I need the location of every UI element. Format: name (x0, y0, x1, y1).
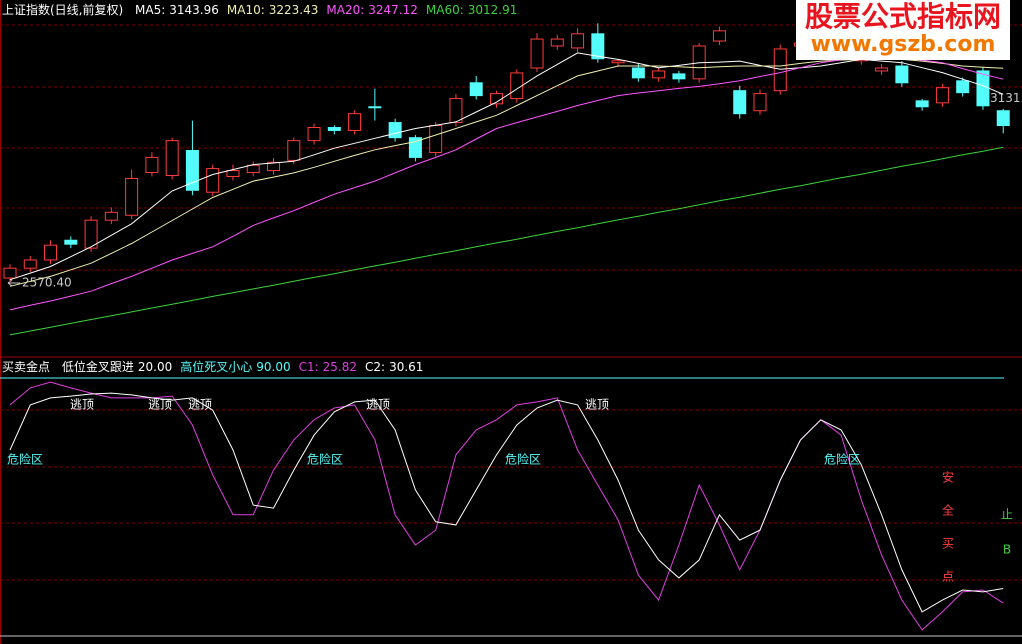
annotation: 逃顶 (585, 398, 609, 412)
annotation: 逃顶 (366, 398, 390, 412)
candle-body (3, 267, 17, 279)
candle-body (145, 156, 159, 174)
annotation: 逃顶 (70, 398, 94, 412)
annotation: 危险区 (505, 452, 541, 467)
top-header: 上证指数(日线,前复权) MA5: 3143.96 MA10: 3223.43 MA20… (2, 2, 525, 18)
candle-body (104, 211, 118, 221)
top-grid (0, 24, 1022, 271)
buy-signal-char: 全 (942, 503, 954, 518)
candle-body (469, 82, 483, 97)
annotation: 逃顶 (188, 398, 212, 412)
candle-body (327, 126, 341, 131)
candle-body (510, 72, 524, 100)
candle-body (226, 170, 240, 177)
candle-body (388, 122, 402, 139)
candle-body (712, 30, 726, 42)
buy-signal-char: 点 (942, 570, 954, 584)
annotation: 危险区 (7, 452, 43, 467)
candle-body (956, 80, 970, 94)
watermark-url: www.gszb.com (810, 32, 996, 57)
legend-name: C1: (298, 360, 319, 374)
candle-body (935, 87, 949, 104)
candle-body (125, 177, 139, 216)
ma-line (9, 52, 1004, 281)
legend-value: 3247.12 (368, 3, 418, 17)
candle-body (64, 239, 78, 245)
legend-name: MA10: (226, 3, 265, 17)
candle-body (449, 98, 463, 124)
candle-body (307, 126, 321, 142)
watermark: 股票公式指标网 www.gszb.com (796, 0, 1010, 60)
candle-body (672, 73, 686, 80)
bottom-header: 买卖金点 低位金叉跟进 20.00 高位死叉小心 90.00 C1: 25.82 C2: 30… (2, 359, 431, 375)
indicator-line (9, 381, 1004, 631)
candle-body (895, 65, 909, 84)
low-price-label: 2570.40 (22, 275, 72, 289)
param-name: 高位死叉小心 (180, 360, 253, 374)
candle-body (996, 110, 1010, 127)
bottom-grid (0, 409, 1022, 581)
candle-body (429, 125, 443, 153)
candle-body (976, 70, 990, 107)
candle-body (206, 168, 220, 193)
ma-line (9, 56, 1004, 311)
candle-body (591, 33, 605, 60)
buy-signal-char: 安 (942, 470, 954, 485)
candle-body (915, 100, 929, 108)
annotation: 危险区 (307, 452, 343, 467)
stop-signal-char: 止 (1001, 508, 1013, 522)
param-value: 90.00 (256, 360, 291, 374)
legend-value: 3223.43 (268, 3, 319, 17)
buy-signal-char: 买 (942, 537, 954, 551)
chart-title: 上证指数(日线,前复权) (2, 3, 124, 17)
candle-body (44, 244, 58, 261)
candles (3, 23, 1010, 282)
param-value: 20.00 (137, 360, 173, 374)
legend-value: 3143.96 (169, 3, 219, 17)
candle-body (753, 93, 767, 112)
candle-body (287, 140, 301, 161)
stop-signal-char: B (1003, 543, 1011, 557)
candle-body (652, 70, 666, 79)
legend-name: MA20: (326, 3, 365, 17)
candle-body (368, 106, 382, 109)
candle-body (23, 259, 37, 269)
candle-body (611, 60, 625, 64)
candle-body (84, 219, 98, 249)
annotation: 逃顶 (148, 398, 172, 412)
ma-line (9, 146, 1004, 336)
legend-value: 3012.91 (467, 3, 518, 17)
annotation: 危险区 (824, 452, 860, 467)
candle-body (550, 38, 564, 47)
indicator-line (9, 392, 1004, 613)
candle-body (733, 90, 747, 115)
candle-body (185, 149, 199, 191)
candle-body (165, 140, 179, 176)
legend-name: MA5: (135, 3, 166, 17)
candle-body (348, 113, 362, 131)
ma-line (9, 58, 1004, 287)
last-price-label: 3131.29 (990, 91, 1022, 105)
candle-body (631, 67, 645, 79)
candle-body (530, 38, 544, 69)
indicator-title: 买卖金点 (2, 360, 51, 374)
legend-value: 25.82 (322, 360, 358, 374)
candle-body (267, 161, 281, 172)
legend-name: C2: (365, 360, 386, 374)
param-name: 低位金叉跟进 (61, 360, 134, 374)
legend-value: 30.61 (389, 360, 424, 374)
candle-body (875, 67, 889, 72)
candle-body (246, 164, 260, 174)
legend-name: MA60: (425, 3, 464, 17)
candle-body (571, 33, 585, 49)
watermark-title: 股票公式指标网 (804, 0, 1001, 33)
